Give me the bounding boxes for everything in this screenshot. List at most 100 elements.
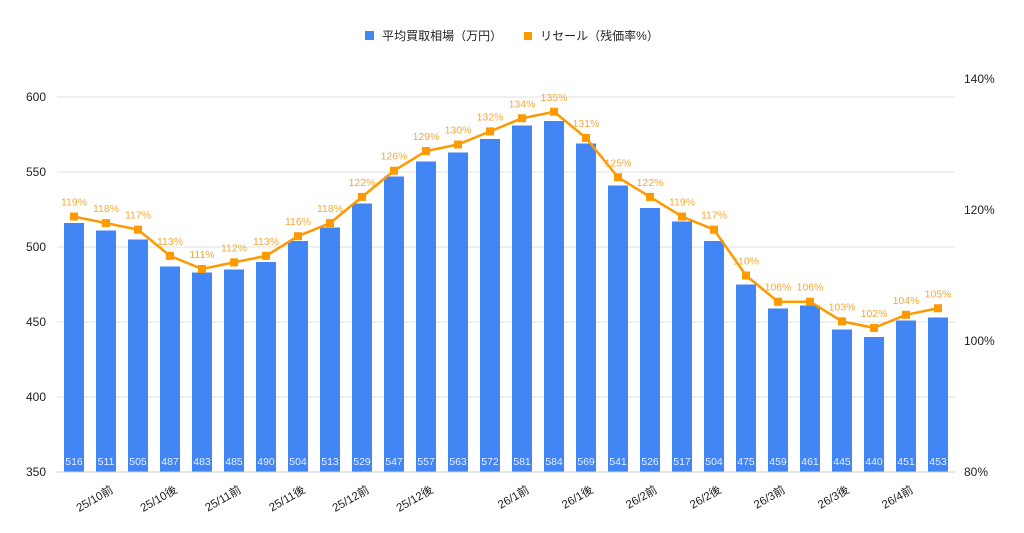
bar[interactable] [224,269,244,473]
line-value-label: 135% [541,92,568,104]
bar[interactable] [160,266,180,473]
x-axis-tick: 25/10前 [74,482,116,514]
line-value-label: 126% [381,151,408,163]
line-marker[interactable] [294,232,302,241]
line-marker[interactable] [486,127,494,136]
line-marker[interactable] [646,192,654,201]
right-axis-tick: 100% [964,334,995,348]
bar[interactable] [352,203,372,473]
bar[interactable] [800,305,820,473]
bar-value-label: 581 [513,456,531,468]
line-marker[interactable] [774,297,782,306]
bar[interactable] [128,239,148,473]
x-axis-tick: 25/11後 [266,482,308,514]
bar[interactable] [64,223,84,472]
line-value-label: 132% [477,111,504,123]
bar-value-label: 541 [609,456,627,468]
line-marker[interactable] [326,219,334,228]
bar-value-label: 511 [98,456,115,468]
bar[interactable] [256,262,276,472]
bar-value-label: 529 [353,456,371,468]
bar[interactable] [768,308,788,473]
line-marker[interactable] [198,264,206,273]
line-marker[interactable] [614,173,622,182]
bar[interactable] [608,185,628,473]
bar-value-label: 445 [833,456,851,468]
bar[interactable] [640,208,660,472]
bar[interactable] [192,272,212,473]
bar[interactable] [928,317,948,473]
line-marker[interactable] [870,323,878,332]
bar[interactable] [864,337,884,472]
bar-value-label: 557 [417,456,435,468]
bar[interactable] [736,284,756,473]
bar[interactable] [320,227,340,473]
x-axis-tick: 25/10後 [138,482,180,515]
left-axis-tick: 400 [26,390,46,404]
bar-value-label: 459 [769,456,787,468]
x-axis-tick: 26/2前 [623,482,659,511]
line-marker[interactable] [838,317,846,326]
bar[interactable] [288,241,308,472]
bar[interactable] [704,241,724,472]
bar-value-label: 461 [801,456,819,468]
line-marker[interactable] [358,192,366,201]
bar[interactable] [416,161,436,473]
right-axis-tick: 140% [964,72,995,86]
line-marker[interactable] [262,251,270,260]
line-marker[interactable] [422,147,430,156]
legend-line-label: リセール（残価率%） [540,29,659,43]
line-value-label: 119% [61,197,87,209]
line-marker[interactable] [806,297,814,306]
line-marker[interactable] [742,271,750,280]
line-marker[interactable] [390,166,398,175]
bar[interactable] [384,176,404,473]
line-marker[interactable] [166,251,174,260]
line-marker[interactable] [582,133,590,142]
bar[interactable] [480,139,500,472]
line-marker[interactable] [102,219,110,228]
bar[interactable] [576,143,596,473]
bar-series: 516 511 505 487 483 485 490 504 513 529 547 557 563 5… [64,121,948,472]
line-marker[interactable] [134,225,142,234]
line-marker[interactable] [678,212,686,221]
line-value-label: 134% [509,98,536,110]
bar-value-label: 513 [321,456,339,468]
line-marker[interactable] [518,114,526,123]
left-axis-tick: 500 [26,240,46,254]
bar-value-label: 563 [449,456,467,468]
line-value-label: 119% [669,197,695,209]
line-marker[interactable] [902,310,910,319]
line-series: 119% 118% 117% 113% 111% 112% 113% 116% 118% 122%… [61,92,951,332]
legend-bar-label: 平均買取相場（万円） [382,29,503,43]
line-marker[interactable] [230,258,238,267]
legend-item-bar[interactable]: 平均買取相場（万円） [365,27,502,44]
line-marker[interactable] [710,225,718,234]
bar[interactable] [448,152,468,473]
bar-value-label: 451 [897,456,915,468]
bar[interactable] [512,125,532,473]
x-axis-tick: 26/3前 [751,482,787,511]
line-value-label: 106% [765,282,792,294]
bar[interactable] [96,230,116,473]
line-marker[interactable] [454,140,462,149]
bar-value-label: 572 [481,456,499,468]
bar[interactable] [832,329,852,473]
line-value-label: 118% [93,203,119,215]
line-marker[interactable] [934,304,942,313]
legend-item-line[interactable]: リセール（残価率%） [524,27,659,44]
bar[interactable] [544,121,564,472]
bar-value-label: 504 [289,456,307,468]
line-value-label: 104% [893,295,920,307]
left-axis-tick: 550 [26,165,46,179]
x-axis-tick: 26/2後 [687,482,724,511]
x-axis-tick: 26/3後 [815,482,852,511]
bar[interactable] [672,221,692,473]
line-marker[interactable] [70,212,78,221]
line-marker[interactable] [550,107,558,116]
line-value-label: 102% [861,308,888,320]
bar[interactable] [896,320,916,473]
bar-value-label: 569 [577,456,595,468]
bar-value-label: 490 [257,456,275,468]
